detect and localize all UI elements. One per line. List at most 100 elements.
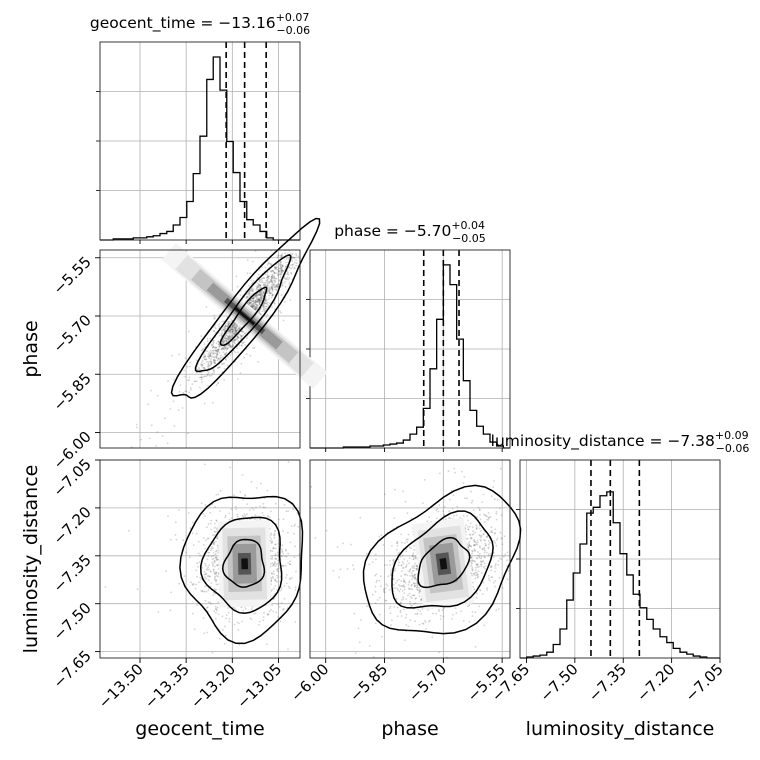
sample-point [164, 417, 166, 420]
sample-point [484, 556, 486, 559]
sample-point [277, 254, 280, 257]
sample-point [480, 534, 483, 537]
sample-point [233, 341, 236, 344]
sample-point [291, 252, 294, 255]
sample-point [462, 514, 465, 517]
sample-point [260, 297, 263, 300]
sample-point [386, 564, 388, 566]
sample-point [240, 344, 243, 347]
sample-point [256, 299, 259, 302]
sample-point [239, 372, 242, 375]
sample-point [289, 541, 292, 544]
sample-point [378, 535, 381, 538]
sample-point [409, 603, 411, 605]
sample-point [375, 581, 378, 584]
sample-point [455, 514, 458, 517]
sample-point [476, 539, 479, 542]
sample-point [255, 306, 258, 309]
sample-point [249, 354, 252, 357]
sample-point [229, 354, 232, 357]
sample-point [213, 570, 215, 573]
sample-point [256, 304, 258, 306]
sample-point [213, 326, 216, 328]
sample-point [284, 286, 287, 288]
sample-point [239, 294, 242, 296]
sample-point [206, 350, 209, 353]
sample-point [215, 556, 217, 559]
sample-point [279, 589, 281, 592]
sample-point [477, 506, 480, 509]
sample-point [492, 581, 495, 584]
sample-point [251, 297, 254, 300]
sample-point [392, 583, 395, 586]
sample-point [229, 322, 231, 325]
sample-point [281, 269, 283, 272]
sample-point [170, 538, 172, 541]
sample-point [280, 263, 283, 266]
sample-point [399, 555, 402, 558]
sample-point [488, 539, 490, 542]
sample-point [260, 294, 263, 297]
sample-point [260, 296, 263, 298]
sample-point [140, 438, 143, 441]
sample-point [283, 584, 286, 587]
sample-point [212, 342, 215, 345]
sample-point [223, 328, 226, 330]
sample-point [471, 526, 474, 528]
sample-point [272, 282, 274, 285]
sample-point [259, 287, 261, 289]
sample-point [224, 327, 227, 329]
sample-point [292, 508, 295, 511]
sample-point [389, 605, 392, 608]
sample-point [263, 308, 266, 311]
sample-point [270, 291, 272, 294]
sample-point [210, 547, 213, 550]
sample-point [374, 622, 377, 625]
sample-point [213, 533, 216, 536]
sample-point [209, 354, 212, 357]
sample-point [215, 355, 218, 358]
sample-point [270, 532, 272, 535]
sample-point [273, 302, 276, 305]
sample-point [493, 479, 495, 482]
sample-point [257, 297, 259, 299]
sample-point [254, 250, 257, 252]
sample-point [415, 579, 418, 582]
sample-point [274, 565, 277, 567]
sample-point [251, 300, 254, 303]
sample-point [222, 356, 224, 358]
sample-point [223, 346, 226, 348]
sample-point [290, 525, 293, 527]
sample-point [295, 254, 298, 257]
sample-point [379, 585, 382, 588]
sample-point [224, 625, 226, 628]
sample-point [279, 267, 282, 270]
sample-point [234, 330, 237, 333]
sample-point [247, 291, 250, 294]
sample-point [261, 299, 263, 302]
sample-point [278, 267, 281, 269]
sample-point [233, 327, 236, 329]
sample-point [270, 278, 273, 280]
sample-point [264, 300, 267, 303]
sample-point [462, 482, 465, 484]
sample-point [438, 504, 441, 507]
sample-point [466, 537, 469, 540]
sample-point [212, 330, 215, 332]
sample-point [402, 578, 405, 580]
sample-point [255, 506, 257, 509]
sample-point [456, 505, 459, 508]
sample-point [402, 598, 405, 600]
sample-point [277, 254, 279, 257]
sample-point [274, 279, 276, 282]
sample-point [235, 326, 238, 329]
sample-point [366, 605, 369, 608]
sample-point [204, 463, 206, 466]
sample-point [207, 355, 209, 358]
sample-point [191, 532, 194, 535]
sample-point [246, 503, 249, 505]
sample-point [189, 556, 191, 559]
sample-point [254, 295, 257, 298]
sample-point [282, 319, 285, 322]
sample-point [231, 328, 234, 331]
